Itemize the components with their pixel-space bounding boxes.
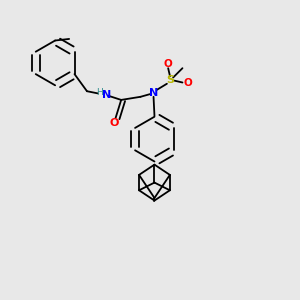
Text: O: O [164,58,172,68]
Text: H: H [96,88,103,97]
Text: O: O [184,77,192,88]
Text: O: O [109,118,119,128]
Text: N: N [102,90,111,100]
Text: S: S [167,75,175,85]
Text: N: N [149,88,158,98]
